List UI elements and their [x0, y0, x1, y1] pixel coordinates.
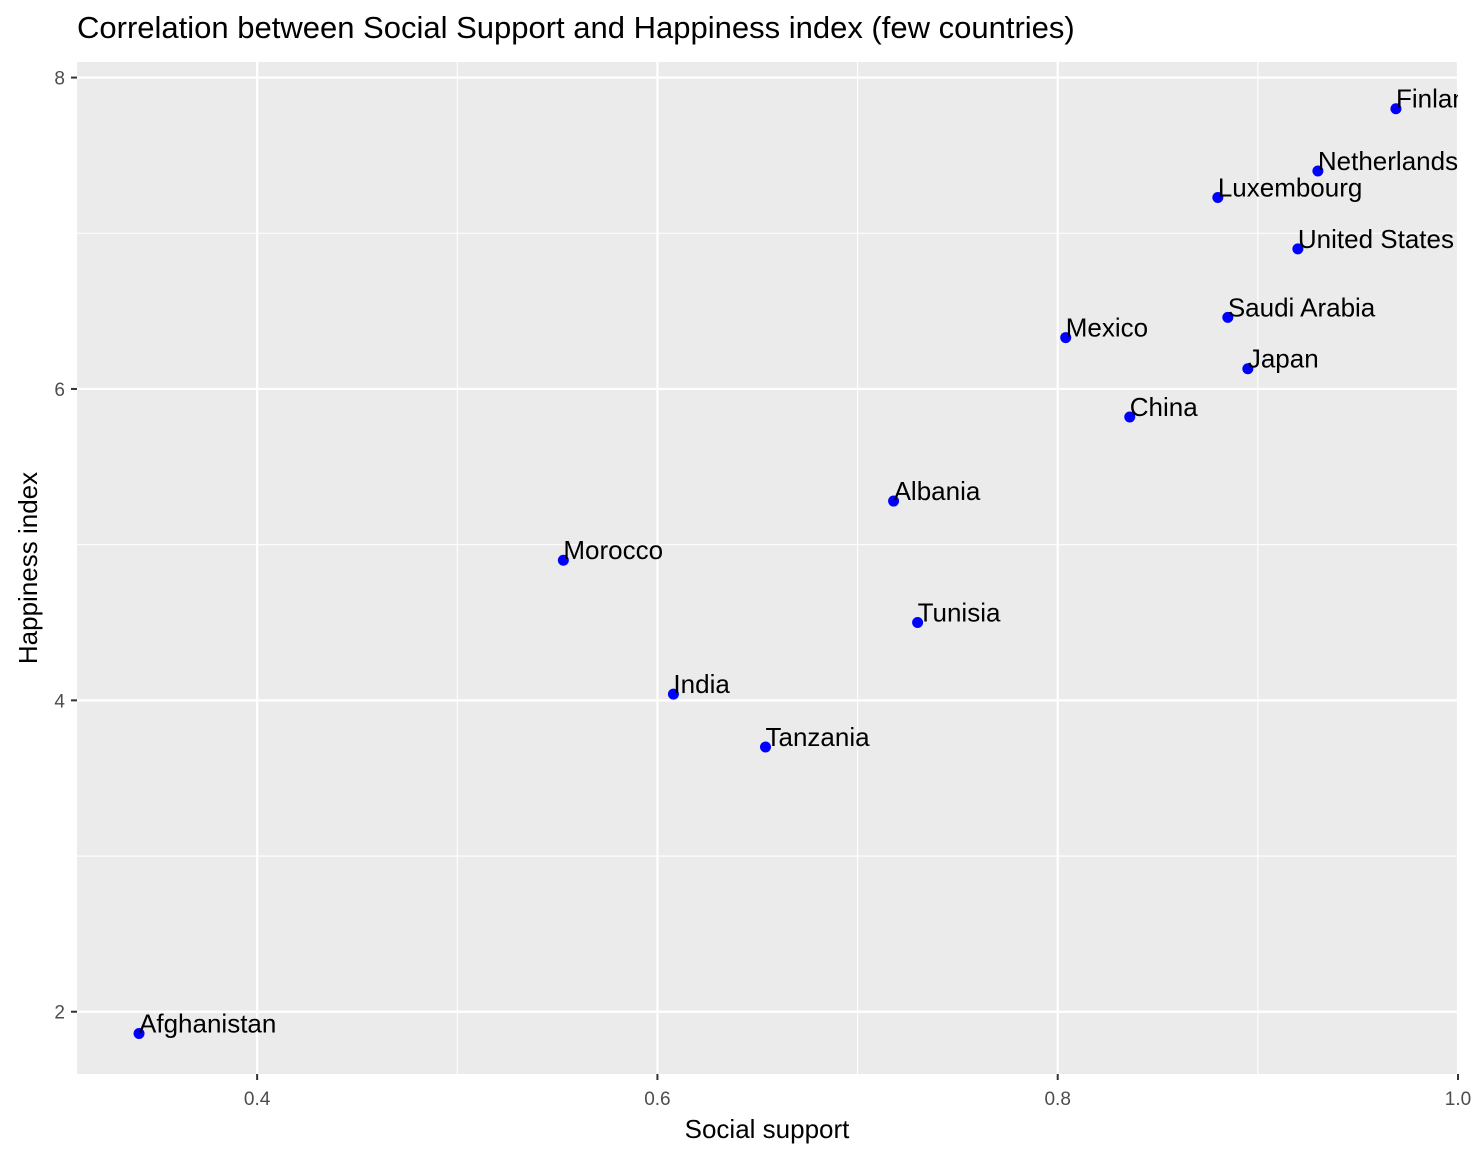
- minor-gridlines: [77, 62, 1458, 1074]
- data-point-label: Morocco: [563, 535, 663, 565]
- axes: 0.4 0.6 0.8 1.0 2 4 6 8: [54, 69, 1471, 1110]
- data-point-label: China: [1130, 392, 1198, 422]
- data-point: [759, 741, 771, 753]
- data-point: [888, 495, 900, 507]
- data-point: [557, 554, 569, 566]
- x-tick-label: 0.4: [244, 1089, 271, 1110]
- data-point-label: Afghanistan: [139, 1009, 276, 1039]
- data-point: [1292, 243, 1304, 255]
- y-tick-label: 2: [54, 1003, 65, 1024]
- data-point-label: Saudi Arabia: [1228, 292, 1376, 322]
- data-point-label: Albania: [894, 476, 981, 506]
- data-point: [1060, 332, 1072, 344]
- data-point-label: Mexico: [1066, 313, 1148, 343]
- data-point: [1124, 411, 1136, 423]
- data-point: [912, 616, 924, 628]
- x-axis-title: Social support: [685, 1114, 851, 1144]
- data-point-label: Luxembourg: [1218, 172, 1363, 202]
- x-tick-label: 1.0: [1445, 1089, 1471, 1110]
- x-tick-label: 0.8: [1044, 1089, 1070, 1110]
- y-tick-label: 4: [54, 691, 65, 712]
- data-point: [667, 688, 679, 700]
- x-tick-label: 0.6: [644, 1089, 670, 1110]
- major-gridlines: [77, 62, 1460, 1074]
- y-axis-title: Happiness index: [13, 472, 43, 664]
- data-point-label: Netherlands: [1318, 146, 1458, 176]
- data-point-label: Tunisia: [918, 597, 1001, 627]
- plot-panel: [77, 62, 1458, 1074]
- data-point-label: United States: [1298, 224, 1454, 254]
- y-tick-label: 8: [54, 69, 65, 90]
- data-point-label: Tanzania: [765, 722, 870, 752]
- data-point: [1312, 165, 1324, 177]
- data-point: [133, 1028, 145, 1040]
- data-point-label: Japan: [1248, 344, 1319, 374]
- data-point: [1212, 191, 1224, 203]
- data-point: [1390, 103, 1402, 115]
- data-point-label: India: [673, 669, 730, 699]
- y-tick-label: 6: [54, 380, 65, 401]
- data-point-label: Finland: [1396, 84, 1472, 114]
- data-point: [1222, 311, 1234, 323]
- data-point: [1242, 363, 1254, 375]
- chart-title: Correlation between Social Support and H…: [77, 10, 1075, 45]
